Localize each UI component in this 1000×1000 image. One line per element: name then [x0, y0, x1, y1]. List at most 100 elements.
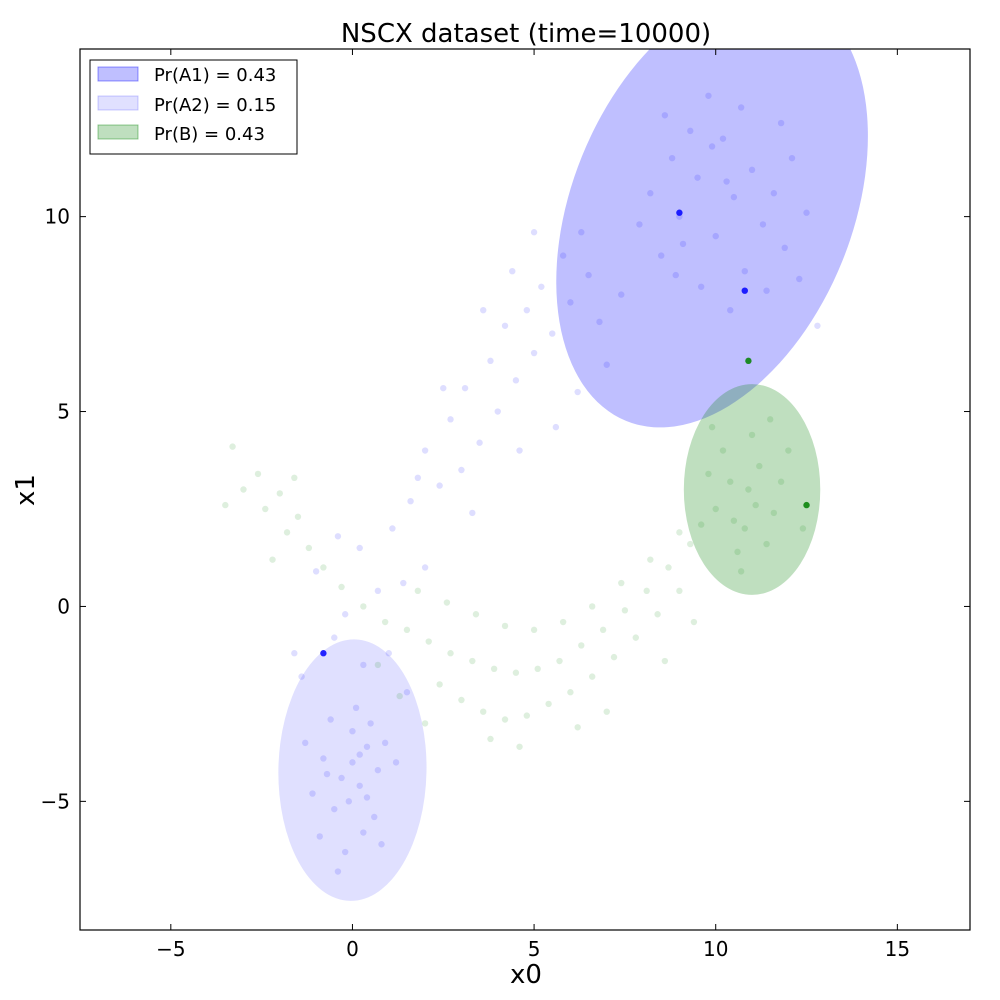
data-point — [254, 470, 262, 478]
data-point — [414, 474, 422, 482]
data-point — [309, 790, 316, 797]
data-point — [610, 653, 618, 661]
data-point — [734, 548, 741, 556]
data-point — [469, 657, 476, 665]
data-point — [687, 127, 694, 135]
data-point — [516, 447, 523, 454]
data-point — [676, 529, 683, 536]
data-point — [349, 759, 356, 766]
data-point — [559, 618, 567, 626]
data-point — [352, 704, 360, 712]
data-point — [578, 229, 585, 236]
data-point — [363, 743, 371, 750]
data-point — [360, 829, 367, 836]
data-point — [229, 443, 236, 450]
data-point — [385, 650, 392, 657]
data-point — [727, 306, 734, 314]
ellipse-b — [683, 384, 821, 595]
data-point — [723, 178, 730, 185]
plot-frame — [79, 48, 971, 931]
data-point — [320, 755, 327, 762]
data-point — [643, 587, 650, 595]
data-point — [294, 513, 302, 520]
data-point — [443, 599, 451, 606]
data-point — [389, 525, 396, 532]
y-tick-label: 10 — [45, 205, 70, 229]
data-point — [599, 626, 607, 634]
data-point — [371, 813, 378, 821]
data-point — [796, 275, 803, 283]
data-point — [425, 638, 432, 645]
data-point — [403, 689, 411, 696]
data-point — [447, 416, 454, 423]
data-point — [745, 486, 752, 493]
data-point — [589, 673, 596, 680]
data-point — [523, 712, 531, 719]
data-point — [727, 478, 734, 485]
data-point — [421, 564, 429, 571]
data-point — [661, 112, 669, 119]
data-point — [770, 190, 778, 197]
scatter-points — [222, 92, 821, 875]
legend: Pr(A1) = 0.43 Pr(A2) = 0.15 Pr(B) = 0.43 — [89, 59, 298, 155]
data-point — [400, 579, 407, 587]
y-tick-label: 5 — [57, 400, 70, 424]
data-point — [530, 229, 538, 236]
data-point — [759, 221, 767, 228]
data-point — [618, 291, 625, 298]
data-point — [658, 252, 665, 259]
data-point — [436, 482, 443, 489]
data-point — [708, 423, 716, 431]
data-point — [661, 657, 669, 665]
data-point — [741, 267, 748, 275]
data-point — [302, 739, 309, 747]
data-point — [712, 505, 719, 513]
data-point — [559, 252, 567, 259]
data-point — [556, 657, 563, 665]
data-point — [334, 868, 342, 875]
data-point — [501, 322, 509, 329]
data-point — [487, 357, 494, 365]
data-point — [621, 607, 629, 614]
data-point — [574, 724, 581, 731]
y-tick-label: −5 — [41, 789, 70, 813]
data-point — [436, 681, 443, 688]
data-point — [574, 388, 581, 396]
data-point — [545, 700, 552, 708]
data-point — [788, 154, 796, 162]
data-point — [756, 462, 763, 470]
data-point — [752, 501, 759, 509]
data-point — [262, 505, 269, 513]
data-point — [469, 509, 476, 517]
data-point — [338, 774, 345, 782]
data-point — [440, 384, 447, 392]
data-point — [603, 361, 610, 368]
data-point — [494, 408, 501, 415]
data-point — [697, 283, 705, 290]
data-point — [490, 665, 498, 673]
data-point-dark — [741, 287, 748, 294]
data-point — [407, 497, 414, 505]
x-tick-label: 10 — [703, 937, 728, 961]
data-point — [512, 669, 520, 676]
data-point — [549, 330, 556, 337]
data-point — [381, 739, 389, 747]
data-point — [487, 735, 494, 743]
data-point — [356, 751, 363, 758]
data-point — [596, 318, 603, 326]
data-point — [501, 622, 509, 630]
data-point — [748, 166, 756, 174]
data-point — [240, 486, 247, 493]
data-point — [763, 540, 770, 548]
data-point-dark — [320, 650, 327, 657]
data-point — [777, 478, 785, 485]
data-point — [458, 696, 465, 704]
data-point — [374, 661, 382, 669]
data-point — [476, 439, 483, 446]
data-point — [461, 384, 469, 392]
data-point — [341, 848, 349, 856]
data-point — [283, 529, 291, 536]
data-point — [421, 447, 429, 454]
data-point — [767, 416, 774, 423]
